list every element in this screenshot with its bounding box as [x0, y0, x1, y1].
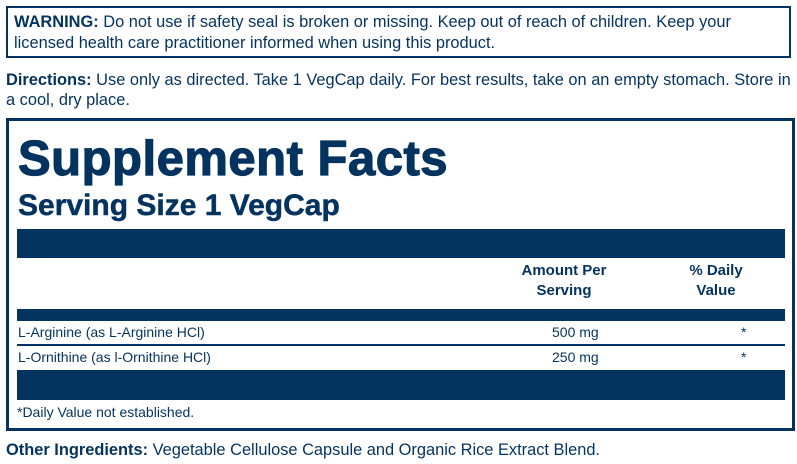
thick-divider	[17, 229, 785, 258]
ingredient-name: L-Arginine (as L-Arginine HCl)	[18, 324, 205, 340]
other-ingredients-label: Other Ingredients:	[6, 441, 149, 459]
other-ingredients: Other Ingredients: Vegetable Cellulose C…	[6, 440, 600, 460]
facts-title: Supplement Facts	[17, 132, 449, 186]
footnote: *Daily Value not established.	[17, 404, 195, 420]
daily-value-header: % Daily Value	[681, 261, 751, 301]
directions-label: Directions:	[6, 71, 92, 89]
ingredient-name: L-Ornithine (as l-Ornithine HCl)	[18, 349, 211, 365]
row-divider	[17, 344, 785, 346]
medium-divider	[17, 309, 785, 321]
warning-box: WARNING: Do not use if safety seal is br…	[6, 6, 791, 58]
header-line: % Daily	[689, 262, 743, 279]
supplement-facts-panel: Supplement Facts Serving Size 1 VegCap A…	[6, 118, 795, 431]
header-line: Serving	[536, 282, 592, 299]
directions-text: Use only as directed. Take 1 VegCap dail…	[6, 71, 791, 109]
serving-size: Serving Size 1 VegCap	[18, 189, 340, 223]
table-row: L-Ornithine (as l-Ornithine HCl) 250 mg …	[17, 346, 785, 368]
ingredient-dv: *	[741, 324, 747, 340]
warning-label: WARNING:	[14, 13, 99, 31]
header-line: Value	[696, 282, 736, 299]
ingredient-dv: *	[741, 349, 747, 365]
ingredient-amount: 250 mg	[552, 349, 599, 365]
amount-per-serving-header: Amount Per Serving	[514, 261, 614, 301]
table-row: L-Arginine (as L-Arginine HCl) 500 mg *	[17, 321, 785, 343]
warning-text: Do not use if safety seal is broken or m…	[14, 13, 731, 52]
thick-divider	[17, 370, 785, 400]
other-ingredients-text: Vegetable Cellulose Capsule and Organic …	[148, 441, 600, 459]
ingredient-amount: 500 mg	[552, 324, 599, 340]
header-line: Amount Per	[521, 262, 607, 279]
directions: Directions: Use only as directed. Take 1…	[6, 70, 791, 110]
